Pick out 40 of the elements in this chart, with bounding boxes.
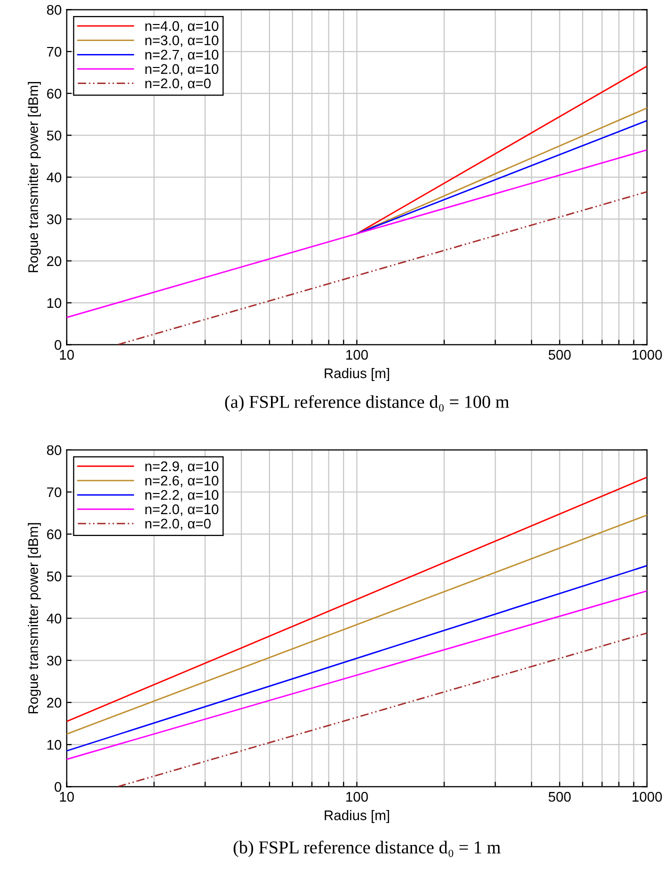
y-tick-label: 70 bbox=[47, 487, 62, 498]
y-tick-label: 70 bbox=[47, 46, 62, 57]
y-axis-title: Rogue transmitter power [dBm] bbox=[28, 523, 41, 714]
y-tick-label: 40 bbox=[46, 614, 62, 624]
x-tick-label: 100 bbox=[346, 792, 368, 802]
legend-label: n=2.0, α=10 bbox=[145, 64, 218, 76]
y-tick-label: 20 bbox=[47, 698, 62, 708]
y-tick-label: 50 bbox=[46, 130, 62, 140]
y-tick-label: 10 bbox=[47, 298, 62, 308]
y-axis-title: Rogue transmitter power [dBm] bbox=[28, 82, 41, 272]
x-tick-label: 1000 bbox=[632, 792, 662, 802]
legend-label: n=2.0, α=0 bbox=[145, 518, 211, 530]
legend-label: n=2.6, α=10 bbox=[145, 476, 218, 488]
legend-label: n=2.2, α=10 bbox=[145, 490, 218, 502]
legend-label: n=2.0, α=10 bbox=[145, 504, 218, 516]
y-tick-label: 0 bbox=[54, 782, 62, 792]
legend-label: n=2.0, α=0 bbox=[145, 78, 211, 90]
legend-label: n=3.0, α=10 bbox=[145, 35, 218, 47]
y-tick-label: 50 bbox=[46, 572, 62, 582]
y-tick-label: 10 bbox=[47, 740, 62, 750]
x-tick-label: 500 bbox=[548, 792, 571, 802]
legend-label: n=2.9, α=10 bbox=[145, 461, 218, 473]
y-tick-label: 30 bbox=[46, 656, 62, 666]
x-tick-label: 500 bbox=[548, 350, 571, 360]
x-axis-title: Radius [m] bbox=[324, 368, 390, 381]
y-tick-label: 60 bbox=[47, 88, 62, 99]
x-axis-title: Radius [m] bbox=[324, 810, 390, 823]
x-tick-label: 1000 bbox=[632, 350, 662, 360]
y-tick-label: 0 bbox=[54, 340, 62, 350]
y-tick-label: 80 bbox=[46, 445, 62, 456]
y-tick-label: 30 bbox=[46, 214, 62, 224]
y-tick-label: 20 bbox=[47, 256, 62, 266]
x-tick-label: 100 bbox=[346, 350, 368, 360]
text: (b) FSPL reference distance d₀ = 1 m bbox=[234, 840, 501, 858]
y-tick-label: 60 bbox=[47, 529, 62, 540]
y-tick-label: 80 bbox=[46, 4, 62, 15]
text: (a) FSPL reference distance d₀ = 100 m bbox=[225, 395, 510, 412]
legend-label: n=4.0, α=10 bbox=[145, 21, 218, 33]
legend-label: n=2.7, α=10 bbox=[145, 50, 218, 62]
y-tick-label: 40 bbox=[46, 172, 62, 182]
